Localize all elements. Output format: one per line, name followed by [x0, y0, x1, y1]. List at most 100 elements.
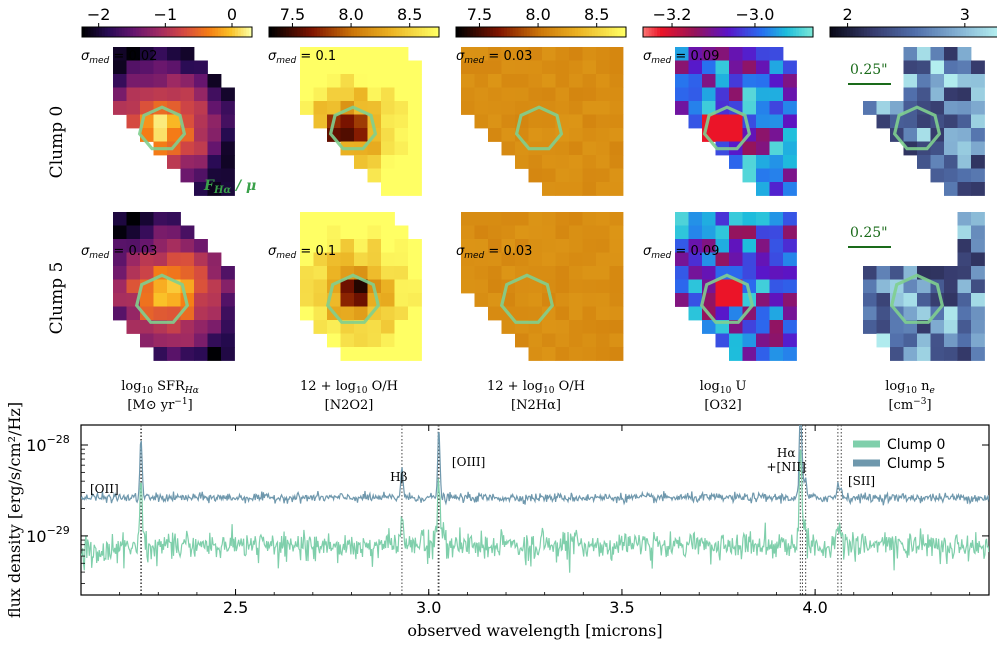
map-pixel	[556, 169, 570, 183]
map-pixel	[756, 320, 770, 334]
column-labels: log10 SFRHα[M⊙ yr−1]12 + log10 O/H[N2O2]…	[121, 379, 935, 413]
map-pixel	[556, 334, 570, 348]
map-pixel	[716, 334, 730, 348]
map-pixel	[314, 266, 328, 280]
map-pixel	[395, 74, 409, 88]
column-label-2: 12 + log10 O/H[N2Hα]	[487, 379, 585, 413]
map-pixel	[154, 334, 168, 348]
map-pixel	[381, 266, 395, 280]
map-pixel	[917, 47, 931, 61]
map-pixel	[756, 155, 770, 169]
map-pixel	[194, 115, 208, 129]
map-pixel	[783, 101, 797, 115]
map-pixel	[395, 61, 409, 75]
emission-line-label: Hβ	[390, 470, 407, 484]
map-pixel	[689, 280, 703, 294]
map-pixel	[596, 212, 610, 226]
map-pixel	[194, 293, 208, 307]
map-pixel	[381, 74, 395, 88]
x-tick-label: 4.0	[802, 598, 827, 617]
map-pixel	[354, 347, 368, 361]
map-pixel	[569, 334, 583, 348]
map-pixel	[502, 320, 516, 334]
map-pixel	[208, 334, 222, 348]
map-pixel	[529, 226, 543, 240]
map-pixel	[971, 182, 985, 196]
map-pixel	[208, 307, 222, 321]
sigma-med-label: σmed = 0.09	[643, 244, 719, 261]
map-pixel	[167, 47, 181, 61]
map-pixel	[596, 155, 610, 169]
map-pixel	[931, 334, 945, 348]
map-pixel	[675, 74, 689, 88]
map-pixel	[113, 101, 127, 115]
map-pixel	[610, 253, 624, 267]
map-pixel	[194, 101, 208, 115]
map-pixel	[154, 280, 168, 294]
map-pixel	[368, 320, 382, 334]
map-pixel	[610, 47, 624, 61]
map-pixel	[488, 266, 502, 280]
colorbar-tick-label: 0	[227, 5, 237, 24]
map-pixel	[756, 266, 770, 280]
map-pixel	[971, 334, 985, 348]
map-pixel	[475, 280, 489, 294]
map-panels: σmed = 0.02 σmed = 0.1 σmed = 0.03 σmed = 0…	[81, 47, 985, 361]
map-pixel	[931, 347, 945, 361]
map-pixel	[583, 128, 597, 142]
map-pixel	[542, 182, 556, 196]
map-pixel	[408, 253, 422, 267]
map-pixel	[154, 128, 168, 142]
map-pixel	[863, 307, 877, 321]
map-pixel	[221, 115, 235, 129]
map-pixel	[221, 334, 235, 348]
map-pixel	[529, 88, 543, 102]
map-pixel	[743, 253, 757, 267]
map-pixel	[368, 169, 382, 183]
map-pixel	[689, 307, 703, 321]
map-pixel	[502, 142, 516, 156]
map-pixel	[556, 320, 570, 334]
map-pixel	[181, 334, 195, 348]
column-label-4: log10 ne[cm−3]	[885, 379, 935, 413]
map-pixel	[917, 155, 931, 169]
map-pixel	[395, 239, 409, 253]
map-pixel	[958, 253, 972, 267]
map-pixel	[395, 142, 409, 156]
map-pixel	[381, 128, 395, 142]
map-pixel	[944, 182, 958, 196]
map-pixel	[529, 155, 543, 169]
colorbar-tick-label: 7.5	[280, 5, 305, 24]
map-pixel	[113, 74, 127, 88]
map-pixel	[971, 142, 985, 156]
map-pixel	[729, 128, 743, 142]
map-pixel	[971, 239, 985, 253]
map-pixel	[475, 88, 489, 102]
map-pixel	[314, 307, 328, 321]
map-pixel	[127, 212, 141, 226]
map-pixel	[610, 142, 624, 156]
map-pixel	[596, 74, 610, 88]
map-pixel	[569, 61, 583, 75]
map-pixel	[756, 47, 770, 61]
map-pixel	[863, 266, 877, 280]
map-pixel	[167, 212, 181, 226]
column-label-line2: [M⊙ yr−1]	[127, 397, 192, 413]
map-pixel	[381, 169, 395, 183]
map-pixel	[381, 182, 395, 196]
map-pixel	[515, 74, 529, 88]
map-pixel	[502, 128, 516, 142]
map-pixel	[194, 320, 208, 334]
map-pixel	[221, 142, 235, 156]
map-pixel	[877, 320, 891, 334]
map-pixel	[569, 169, 583, 183]
map-pixel	[596, 320, 610, 334]
map-pixel	[756, 347, 770, 361]
map-pixel	[569, 212, 583, 226]
map-pixel	[502, 226, 516, 240]
map-pixel	[542, 226, 556, 240]
map-pixel	[461, 226, 475, 240]
map-pixel	[354, 226, 368, 240]
map-pixel	[381, 101, 395, 115]
map-pixel	[931, 88, 945, 102]
